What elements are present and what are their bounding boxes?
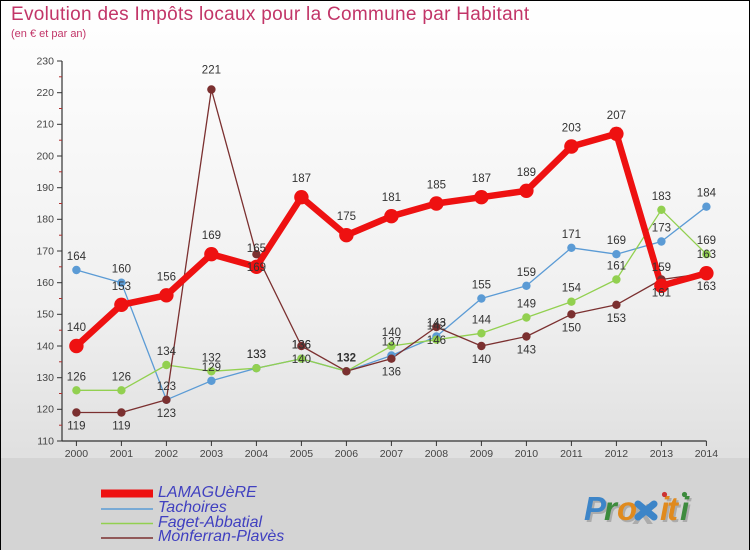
svg-text:150: 150 xyxy=(562,322,581,334)
svg-text:181: 181 xyxy=(382,192,401,204)
svg-text:2004: 2004 xyxy=(245,448,269,460)
svg-text:165: 165 xyxy=(247,243,266,255)
svg-text:120: 120 xyxy=(36,404,54,416)
svg-text:2001: 2001 xyxy=(110,448,134,460)
svg-text:173: 173 xyxy=(652,223,671,235)
svg-text:2000: 2000 xyxy=(65,448,89,460)
svg-text:185: 185 xyxy=(427,180,446,192)
svg-text:153: 153 xyxy=(112,281,131,293)
svg-text:140: 140 xyxy=(36,340,54,352)
svg-text:153: 153 xyxy=(607,313,626,325)
svg-text:2005: 2005 xyxy=(290,448,314,460)
svg-text:187: 187 xyxy=(292,173,311,185)
svg-text:169: 169 xyxy=(247,262,266,274)
svg-text:143: 143 xyxy=(517,345,536,357)
svg-text:183: 183 xyxy=(652,191,671,203)
svg-text:180: 180 xyxy=(36,214,54,226)
svg-text:164: 164 xyxy=(67,251,87,263)
svg-text:2013: 2013 xyxy=(650,448,674,460)
svg-text:159: 159 xyxy=(517,267,536,279)
svg-text:132: 132 xyxy=(202,352,221,364)
svg-text:169: 169 xyxy=(697,235,716,247)
svg-text:2014: 2014 xyxy=(695,448,719,460)
svg-text:2003: 2003 xyxy=(200,448,224,460)
svg-text:175: 175 xyxy=(337,211,356,223)
svg-text:187: 187 xyxy=(472,173,491,185)
svg-text:210: 210 xyxy=(36,119,54,131)
svg-text:149: 149 xyxy=(517,299,536,311)
svg-text:136: 136 xyxy=(292,340,311,352)
svg-text:140: 140 xyxy=(292,354,311,366)
svg-text:119: 119 xyxy=(112,421,130,433)
svg-text:132: 132 xyxy=(337,352,356,364)
svg-text:207: 207 xyxy=(607,110,626,122)
svg-text:163: 163 xyxy=(697,249,716,261)
svg-text:110: 110 xyxy=(37,435,54,447)
svg-text:140: 140 xyxy=(472,354,491,366)
svg-text:221: 221 xyxy=(202,65,221,77)
svg-text:123: 123 xyxy=(157,408,176,420)
svg-text:161: 161 xyxy=(607,261,626,273)
svg-text:140: 140 xyxy=(67,322,86,334)
svg-text:144: 144 xyxy=(472,314,492,326)
svg-text:184: 184 xyxy=(697,188,717,200)
svg-text:160: 160 xyxy=(36,277,54,289)
svg-text:230: 230 xyxy=(36,55,54,67)
svg-text:119: 119 xyxy=(67,421,85,433)
svg-text:146: 146 xyxy=(427,335,446,347)
svg-text:220: 220 xyxy=(36,87,54,99)
svg-text:163: 163 xyxy=(697,281,716,293)
svg-text:160: 160 xyxy=(112,264,131,276)
svg-text:154: 154 xyxy=(562,283,582,295)
svg-text:2006: 2006 xyxy=(335,448,359,460)
svg-text:126: 126 xyxy=(67,371,86,383)
svg-text:2011: 2011 xyxy=(560,448,583,460)
svg-text:169: 169 xyxy=(607,235,626,247)
svg-text:2010: 2010 xyxy=(515,448,539,460)
svg-text:136: 136 xyxy=(382,367,401,379)
svg-text:155: 155 xyxy=(472,280,491,292)
svg-text:133: 133 xyxy=(247,349,266,361)
svg-text:169: 169 xyxy=(202,230,221,242)
svg-text:203: 203 xyxy=(562,123,581,135)
svg-text:150: 150 xyxy=(36,309,54,321)
svg-text:126: 126 xyxy=(112,371,131,383)
svg-text:189: 189 xyxy=(517,167,536,179)
svg-text:200: 200 xyxy=(36,150,54,162)
svg-text:142: 142 xyxy=(427,321,446,333)
svg-text:2002: 2002 xyxy=(155,448,179,460)
svg-text:156: 156 xyxy=(157,271,176,283)
svg-text:134: 134 xyxy=(157,346,177,358)
svg-text:2009: 2009 xyxy=(470,448,494,460)
svg-text:2012: 2012 xyxy=(605,448,629,460)
svg-text:159: 159 xyxy=(652,262,671,274)
svg-text:2008: 2008 xyxy=(425,448,449,460)
svg-text:171: 171 xyxy=(562,229,581,241)
svg-text:190: 190 xyxy=(36,182,54,194)
svg-text:140: 140 xyxy=(382,327,401,339)
svg-text:161: 161 xyxy=(652,288,671,300)
svg-text:170: 170 xyxy=(36,245,54,257)
svg-text:130: 130 xyxy=(36,372,54,384)
svg-text:123: 123 xyxy=(157,381,176,393)
svg-text:2007: 2007 xyxy=(380,448,404,460)
